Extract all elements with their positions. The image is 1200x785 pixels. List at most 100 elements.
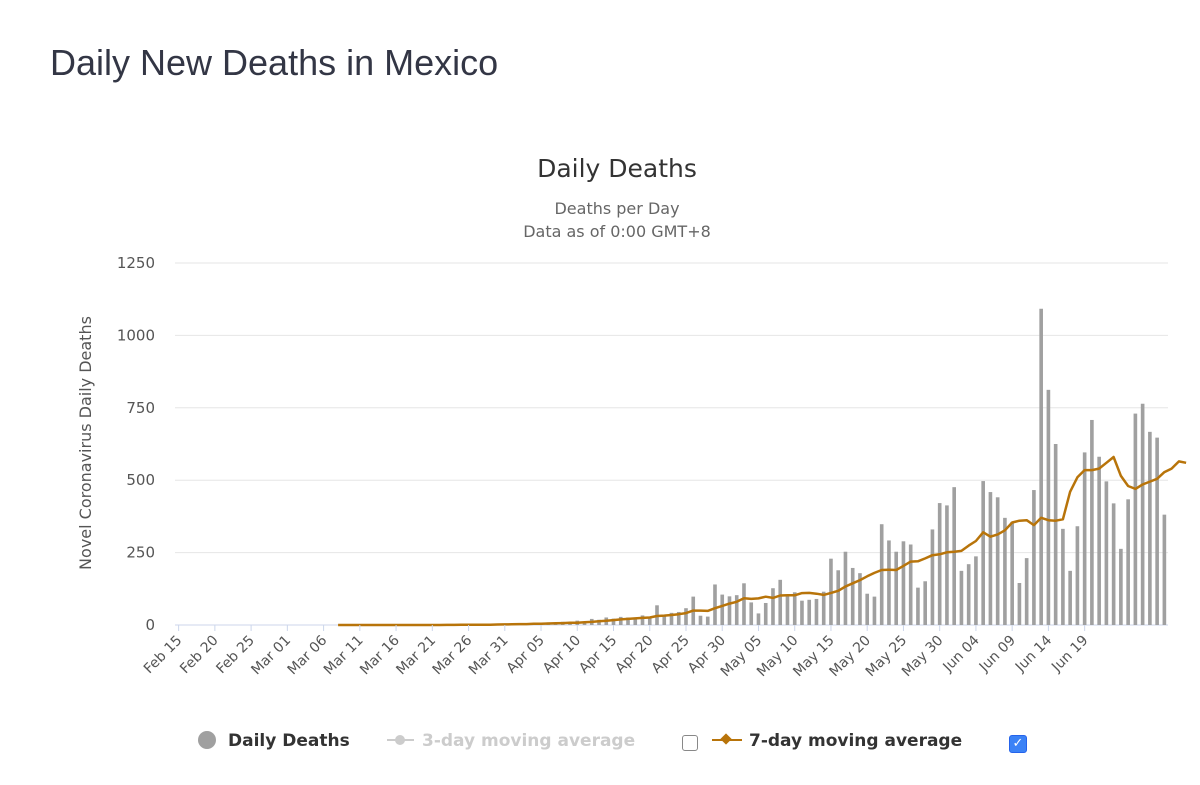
bar[interactable] — [684, 608, 688, 625]
bar[interactable] — [1010, 521, 1014, 625]
bar[interactable] — [771, 588, 775, 625]
bar[interactable] — [1155, 437, 1159, 625]
y-tick-label: 1250 — [117, 254, 155, 272]
bar[interactable] — [756, 613, 761, 625]
bar[interactable] — [923, 581, 927, 625]
bar[interactable] — [1104, 481, 1109, 625]
bar[interactable] — [1017, 583, 1022, 625]
x-tick-label: Jun 14 — [1012, 632, 1055, 675]
bar[interactable] — [1119, 548, 1123, 625]
bar[interactable] — [807, 599, 812, 625]
bar[interactable] — [676, 611, 681, 625]
legend-daily-marker-icon — [198, 731, 216, 749]
bar[interactable] — [908, 544, 913, 625]
bar[interactable] — [872, 596, 877, 625]
bar[interactable] — [1126, 499, 1130, 625]
bar[interactable] — [1046, 389, 1051, 625]
bar[interactable] — [662, 614, 667, 625]
bar[interactable] — [974, 556, 978, 625]
daily-deaths-bars — [430, 308, 1167, 625]
legend-item-ma3[interactable]: 3-day moving average — [387, 731, 635, 751]
bar[interactable] — [858, 573, 862, 625]
legend: Daily Deaths 3-day moving average 7-day … — [198, 731, 962, 751]
bar[interactable] — [879, 524, 884, 625]
bar[interactable] — [618, 616, 623, 625]
bar[interactable] — [1148, 431, 1152, 625]
x-tick-label: Jun 09 — [976, 633, 1019, 676]
bar[interactable] — [1053, 444, 1058, 625]
ma7-line-layer — [338, 455, 1187, 627]
bar[interactable] — [778, 579, 783, 625]
bar[interactable] — [792, 592, 797, 625]
bar[interactable] — [945, 505, 949, 625]
bar[interactable] — [952, 487, 956, 625]
x-tick-label: Mar 01 — [248, 633, 294, 679]
legend-item-ma7[interactable]: 7-day moving average — [712, 731, 962, 751]
bar[interactable] — [669, 612, 674, 625]
bar[interactable] — [981, 481, 985, 625]
bar[interactable] — [742, 583, 746, 625]
bar[interactable] — [843, 551, 848, 625]
bar[interactable] — [1039, 308, 1043, 625]
bar[interactable] — [749, 602, 754, 625]
bar[interactable] — [1090, 419, 1094, 625]
bar[interactable] — [1024, 558, 1029, 625]
bar[interactable] — [1032, 490, 1036, 625]
bar[interactable] — [1082, 452, 1087, 625]
bar[interactable] — [1003, 517, 1007, 625]
bar[interactable] — [720, 594, 725, 625]
bar[interactable] — [894, 551, 899, 625]
bar[interactable] — [1140, 403, 1145, 625]
bar[interactable] — [901, 541, 906, 625]
x-tick-label: Apr 20 — [612, 633, 656, 677]
bar[interactable] — [1097, 456, 1101, 625]
bar[interactable] — [633, 618, 638, 625]
bar[interactable] — [1133, 413, 1138, 625]
bar[interactable] — [1075, 526, 1080, 625]
bar[interactable] — [930, 529, 935, 625]
bar[interactable] — [865, 593, 870, 625]
page-title: Daily New Deaths in Mexico — [50, 42, 499, 83]
bar[interactable] — [850, 567, 855, 625]
bar[interactable] — [1111, 503, 1116, 625]
x-tick-label: Jun 04 — [940, 632, 983, 675]
chart-title: Daily Deaths — [537, 154, 697, 183]
y-tick-label: 1000 — [117, 326, 155, 344]
x-tick-label: Mar 31 — [466, 633, 512, 679]
bar[interactable] — [887, 540, 891, 625]
x-tick-label: Mar 11 — [321, 633, 367, 679]
bar[interactable] — [647, 617, 652, 625]
x-tick-label: Mar 21 — [393, 633, 439, 679]
bar[interactable] — [611, 618, 616, 625]
bar[interactable] — [705, 616, 710, 625]
bar[interactable] — [836, 570, 841, 625]
bar[interactable] — [713, 584, 717, 625]
bar[interactable] — [800, 600, 804, 625]
legend-ma3-marker-icon — [395, 735, 405, 745]
bar[interactable] — [763, 602, 768, 625]
bar[interactable] — [916, 587, 920, 625]
bar[interactable] — [698, 615, 703, 625]
bar[interactable] — [821, 591, 826, 625]
legend-item-daily-deaths[interactable]: Daily Deaths — [198, 731, 350, 751]
x-tick-label: Mar 16 — [357, 632, 403, 678]
ma7-line[interactable] — [338, 455, 1187, 627]
bar[interactable] — [626, 617, 630, 625]
bar[interactable] — [785, 594, 790, 625]
bar[interactable] — [995, 497, 1000, 625]
bar[interactable] — [814, 598, 819, 625]
bar[interactable] — [1162, 514, 1167, 625]
bar[interactable] — [966, 564, 971, 625]
ma3-checkbox[interactable] — [682, 735, 698, 751]
bar[interactable] — [640, 615, 645, 625]
bar[interactable] — [988, 492, 993, 625]
bar[interactable] — [937, 503, 942, 625]
bar[interactable] — [734, 595, 739, 625]
ma7-checkbox[interactable]: ✓ — [1009, 735, 1027, 753]
bar[interactable] — [1061, 528, 1065, 625]
bar[interactable] — [959, 570, 964, 625]
bar[interactable] — [727, 596, 732, 625]
bar[interactable] — [1068, 570, 1072, 625]
